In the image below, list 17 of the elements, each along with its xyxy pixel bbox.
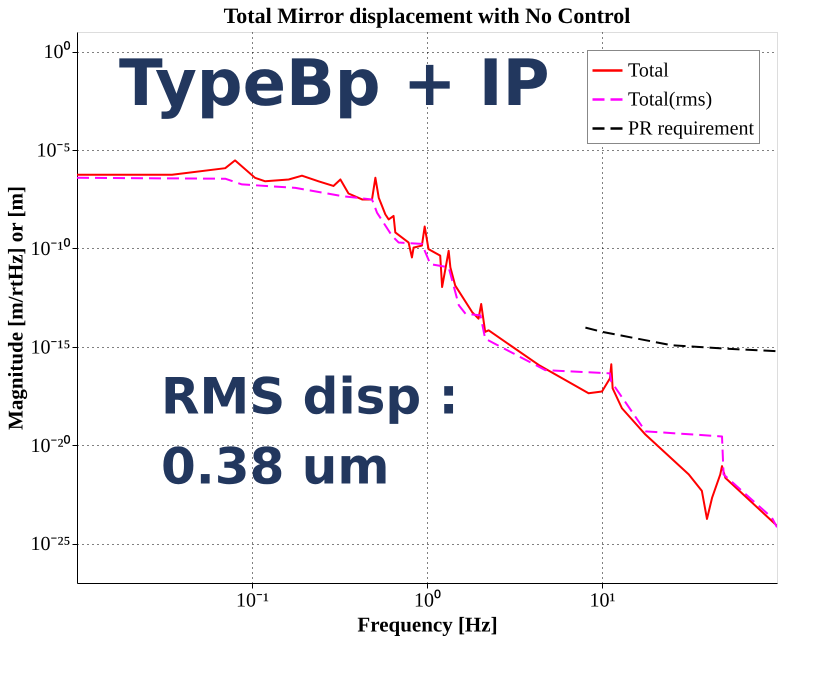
y-tick-label: 10⁻⁵ [36,140,70,162]
legend-label: PR requirement [628,118,755,140]
legend-label: Total(rms) [628,88,712,110]
x-axis-title: Frequency [Hz] [357,612,498,636]
y-tick-label: 10⁻²⁰ [30,434,70,457]
chart-title: Total Mirror displacement with No Control [224,3,630,28]
x-tick-label: 10¹ [590,590,616,612]
annotation: TypeBp + IP [119,47,550,122]
y-tick-label: 10⁰ [44,40,70,64]
legend-label: Total [628,60,670,82]
y-tick-label: 10⁻¹⁰ [30,236,70,260]
annotation: RMS disp : 0.38 um [161,368,459,496]
y-tick-label: 10⁻²⁵ [30,533,70,556]
y-axis-title: Magnitude [m/rtHz] or [m] [4,186,28,430]
y-tick-label: 10⁻¹⁵ [30,336,70,358]
x-tick-label: 10⁻¹ [236,590,269,612]
x-tick-label: 10⁰ [414,588,441,612]
